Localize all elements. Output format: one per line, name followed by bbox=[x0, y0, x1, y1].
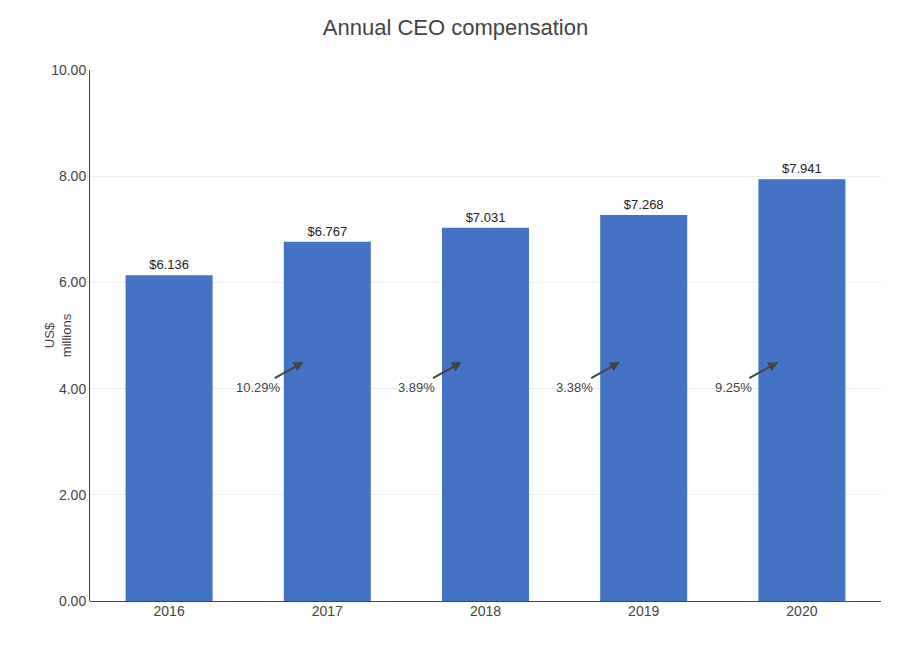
svg-text:$7.031: $7.031 bbox=[466, 210, 506, 225]
svg-text:Annual CEO compensation: Annual CEO compensation bbox=[323, 15, 588, 40]
svg-text:2018: 2018 bbox=[470, 603, 501, 619]
svg-text:8.00: 8.00 bbox=[59, 168, 86, 184]
svg-text:$7.268: $7.268 bbox=[624, 197, 664, 212]
svg-text:6.00: 6.00 bbox=[59, 274, 86, 290]
svg-text:2020: 2020 bbox=[786, 603, 817, 619]
svg-text:US$millions: US$millions bbox=[42, 313, 74, 357]
svg-text:2019: 2019 bbox=[628, 603, 659, 619]
svg-text:9.25%: 9.25% bbox=[715, 380, 752, 395]
svg-text:10.00: 10.00 bbox=[51, 62, 86, 78]
svg-text:0.00: 0.00 bbox=[59, 593, 86, 609]
svg-text:$6.136: $6.136 bbox=[149, 257, 189, 272]
svg-text:3.89%: 3.89% bbox=[398, 380, 435, 395]
svg-text:2.00: 2.00 bbox=[59, 487, 86, 503]
svg-text:$6.767: $6.767 bbox=[307, 224, 347, 239]
svg-text:2016: 2016 bbox=[154, 603, 185, 619]
svg-text:3.38%: 3.38% bbox=[556, 380, 593, 395]
svg-text:4.00: 4.00 bbox=[59, 381, 86, 397]
svg-text:10.29%: 10.29% bbox=[236, 380, 281, 395]
svg-text:$7.941: $7.941 bbox=[782, 161, 822, 176]
svg-text:2017: 2017 bbox=[312, 603, 343, 619]
